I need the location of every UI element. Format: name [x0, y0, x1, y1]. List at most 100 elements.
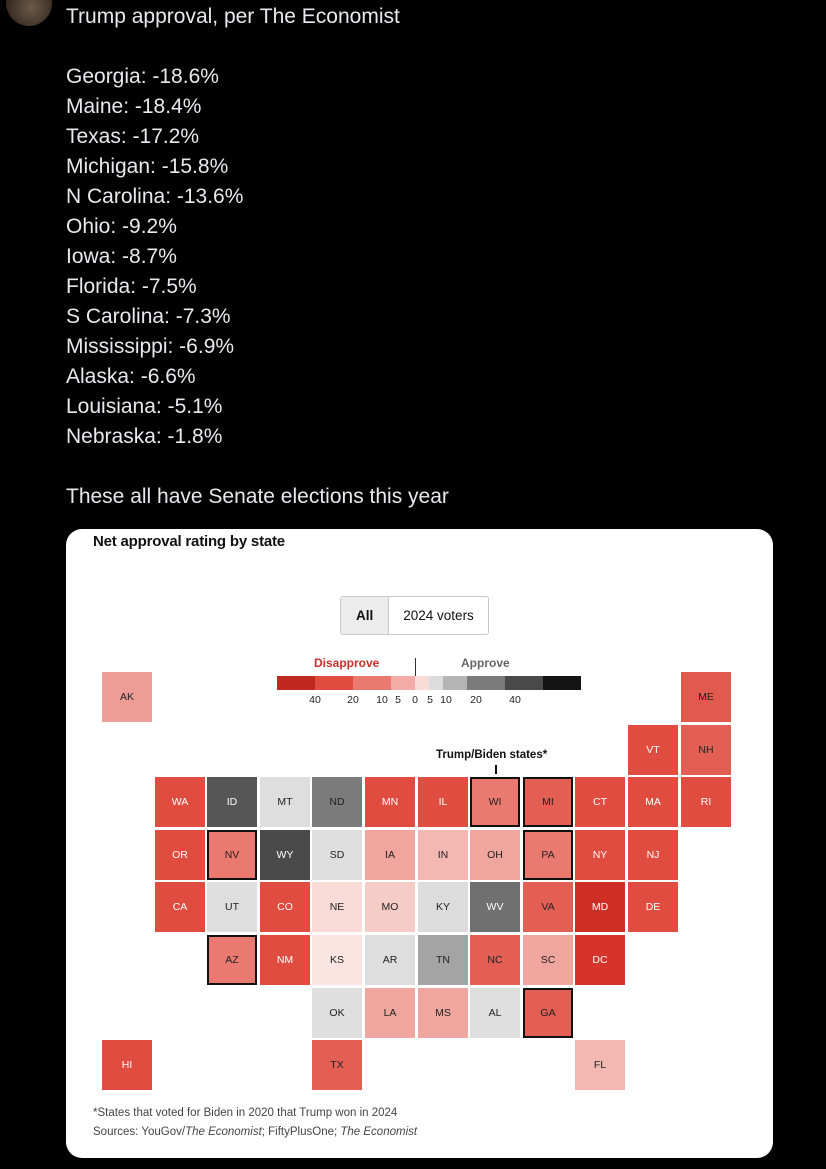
state-tile-wy[interactable]: WY: [260, 830, 310, 880]
tweet-header: Trump approval, per The Economist: [66, 5, 400, 28]
state-tile-tx[interactable]: TX: [312, 1040, 362, 1090]
sources: Sources: YouGov/The Economist; FiftyPlus…: [93, 1126, 417, 1138]
state-tile-oh[interactable]: OH: [470, 830, 520, 880]
legend-tick: 5: [427, 694, 433, 706]
state-tile-tn[interactable]: TN: [418, 935, 468, 985]
state-tile-ga[interactable]: GA: [523, 988, 573, 1038]
legend-tick: 20: [347, 694, 359, 706]
state-tile-in[interactable]: IN: [418, 830, 468, 880]
tweet-closing: These all have Senate elections this yea…: [66, 485, 449, 508]
state-tile-ks[interactable]: KS: [312, 935, 362, 985]
state-tile-nd[interactable]: ND: [312, 777, 362, 827]
state-tile-la[interactable]: LA: [365, 988, 415, 1038]
state-tile-vt[interactable]: VT: [628, 725, 678, 775]
legend-tick: 40: [309, 694, 321, 706]
state-tile-ms[interactable]: MS: [418, 988, 468, 1038]
state-tile-ri[interactable]: RI: [681, 777, 731, 827]
tweet-line: Alaska: -6.6%: [66, 365, 196, 388]
legend-approve-label: Approve: [461, 656, 510, 670]
legend-swatch: [415, 676, 429, 690]
legend-tick: 10: [376, 694, 388, 706]
legend-swatch: [315, 676, 353, 690]
legend-swatch: [277, 676, 315, 690]
legend-swatch: [429, 676, 443, 690]
footnote: *States that voted for Biden in 2020 tha…: [93, 1107, 398, 1119]
state-tile-ut[interactable]: UT: [207, 882, 257, 932]
tweet-line: Florida: -7.5%: [66, 275, 197, 298]
legend-tick: 0: [412, 694, 418, 706]
tweet-line: N Carolina: -13.6%: [66, 185, 244, 208]
sources-economist-1: The Economist: [185, 1126, 262, 1138]
state-tile-ia[interactable]: IA: [365, 830, 415, 880]
state-tile-ma[interactable]: MA: [628, 777, 678, 827]
state-tile-ca[interactable]: CA: [155, 882, 205, 932]
state-tile-ne[interactable]: NE: [312, 882, 362, 932]
toggle-2024-voters[interactable]: 2024 voters: [403, 608, 474, 623]
state-tile-wi[interactable]: WI: [470, 777, 520, 827]
state-tile-al[interactable]: AL: [470, 988, 520, 1038]
chart-card[interactable]: Net approval rating by state All 2024 vo…: [66, 529, 773, 1158]
state-tile-or[interactable]: OR: [155, 830, 205, 880]
state-tile-hi[interactable]: HI: [102, 1040, 152, 1090]
state-tile-nv[interactable]: NV: [207, 830, 257, 880]
state-tile-nj[interactable]: NJ: [628, 830, 678, 880]
sources-economist-2: The Economist: [340, 1126, 418, 1138]
legend-color-bar: [277, 676, 581, 690]
state-tile-mo[interactable]: MO: [365, 882, 415, 932]
state-tile-az[interactable]: AZ: [207, 935, 257, 985]
tweet-line: Michigan: -15.8%: [66, 155, 229, 178]
tweet-line: S Carolina: -7.3%: [66, 305, 231, 328]
tweet-line: Mississippi: -6.9%: [66, 335, 235, 358]
state-tile-dc[interactable]: DC: [575, 935, 625, 985]
legend-swatch: [543, 676, 581, 690]
legend-tick: 10: [440, 694, 452, 706]
state-tile-mt[interactable]: MT: [260, 777, 310, 827]
tweet-line: Maine: -18.4%: [66, 95, 202, 118]
state-tile-me[interactable]: ME: [681, 672, 731, 722]
legend-tick: 20: [470, 694, 482, 706]
state-tile-wa[interactable]: WA: [155, 777, 205, 827]
tweet-line: Iowa: -8.7%: [66, 245, 177, 268]
state-tile-co[interactable]: CO: [260, 882, 310, 932]
state-tile-va[interactable]: VA: [523, 882, 573, 932]
state-tile-ak[interactable]: AK: [102, 672, 152, 722]
state-tile-ok[interactable]: OK: [312, 988, 362, 1038]
tweet-text: Trump approval, per The Economist Georgi…: [66, 2, 766, 512]
legend-disapprove-label: Disapprove: [314, 656, 380, 670]
legend-swatch: [505, 676, 543, 690]
state-tile-nc[interactable]: NC: [470, 935, 520, 985]
toggle-all[interactable]: All: [341, 597, 390, 634]
state-tile-md[interactable]: MD: [575, 882, 625, 932]
state-tile-ny[interactable]: NY: [575, 830, 625, 880]
state-tile-fl[interactable]: FL: [575, 1040, 625, 1090]
state-tile-wv[interactable]: WV: [470, 882, 520, 932]
state-tile-nm[interactable]: NM: [260, 935, 310, 985]
voter-toggle[interactable]: All 2024 voters: [340, 596, 489, 635]
tweet-line: Texas: -17.2%: [66, 125, 200, 148]
state-tile-sc[interactable]: SC: [523, 935, 573, 985]
state-tile-sd[interactable]: SD: [312, 830, 362, 880]
chart-title: Net approval rating by state: [93, 533, 285, 550]
state-tile-ct[interactable]: CT: [575, 777, 625, 827]
legend-tick: 5: [395, 694, 401, 706]
state-tile-id[interactable]: ID: [207, 777, 257, 827]
state-tile-pa[interactable]: PA: [523, 830, 573, 880]
tweet-line: Louisiana: -5.1%: [66, 395, 223, 418]
legend-swatch: [467, 676, 505, 690]
tweet-line: Nebraska: -1.8%: [66, 425, 223, 448]
legend-divider: [415, 658, 416, 688]
sources-prefix: Sources: YouGov/: [93, 1126, 186, 1138]
state-tile-mn[interactable]: MN: [365, 777, 415, 827]
legend-tick: 40: [509, 694, 521, 706]
state-tile-mi[interactable]: MI: [523, 777, 573, 827]
state-tile-il[interactable]: IL: [418, 777, 468, 827]
legend-swatch: [443, 676, 467, 690]
state-tile-nh[interactable]: NH: [681, 725, 731, 775]
trump-biden-annotation: Trump/Biden states*: [436, 749, 548, 761]
tweet-lines: Georgia: -18.6% Maine: -18.4% Texas: -17.2…: [66, 62, 766, 452]
state-tile-ar[interactable]: AR: [365, 935, 415, 985]
state-tile-ky[interactable]: KY: [418, 882, 468, 932]
legend-swatch: [391, 676, 415, 690]
state-tile-de[interactable]: DE: [628, 882, 678, 932]
avatar[interactable]: [6, 0, 52, 26]
